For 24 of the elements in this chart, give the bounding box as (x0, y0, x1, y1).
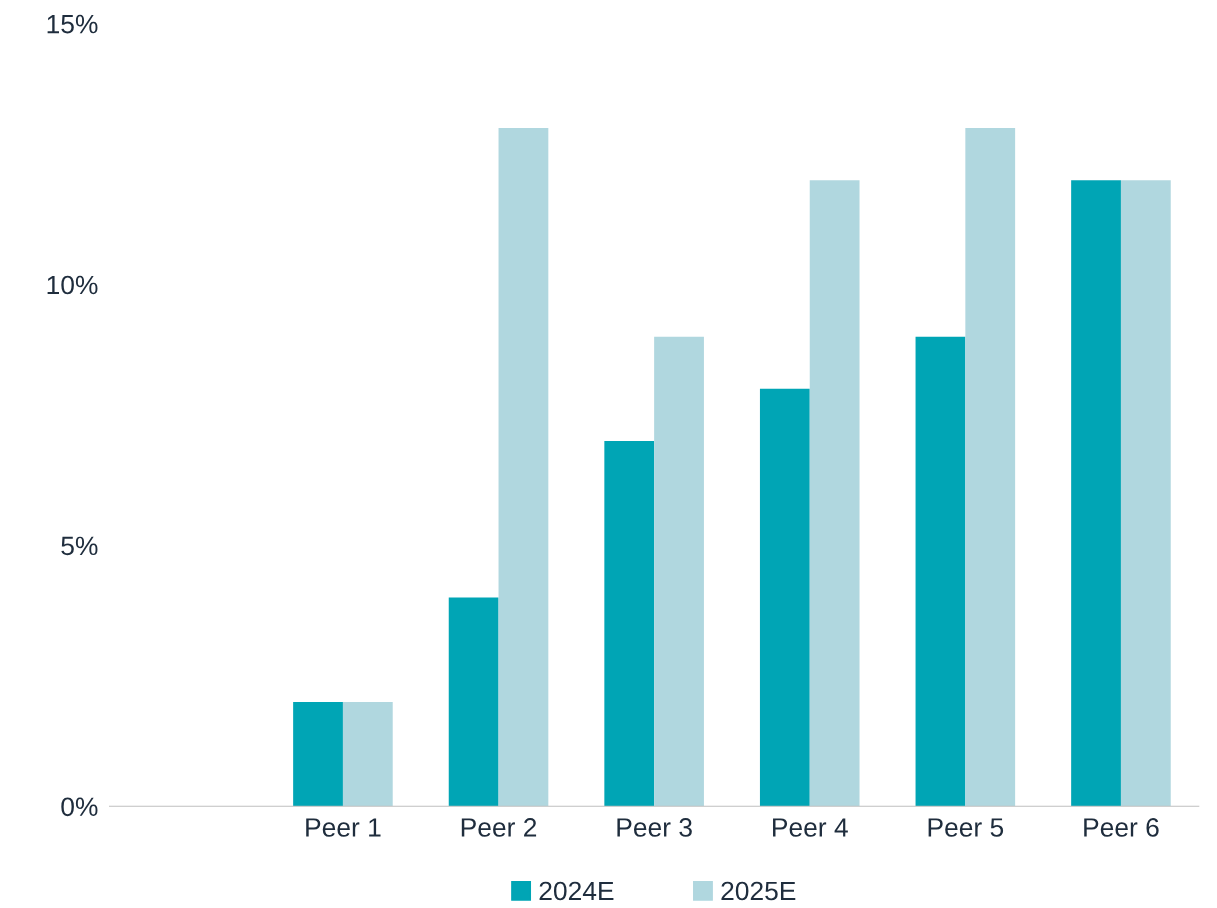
bar (604, 441, 655, 807)
bar (759, 388, 810, 807)
x-tick-label: Peer 5 (928, 818, 1004, 837)
bar (448, 597, 499, 807)
y-tick-label: 5% (61, 536, 98, 556)
bar (342, 701, 393, 807)
bar (293, 701, 343, 807)
bar (654, 336, 704, 807)
x-tick-label: Peer 2 (461, 818, 537, 837)
y-tick-label: 15% (47, 14, 98, 34)
x-tick-label: Peer 1 (306, 818, 381, 837)
legend-label: 2024E (539, 881, 614, 901)
bar (498, 127, 549, 807)
bar (809, 180, 860, 807)
bar (1120, 180, 1171, 807)
bar (965, 127, 1016, 807)
y-tick-label: 0% (61, 797, 98, 817)
y-tick-label: 10% (47, 275, 98, 295)
x-tick-label: Peer 4 (773, 818, 848, 837)
bar (915, 336, 966, 807)
bar (1071, 180, 1121, 807)
legend-label: 2025E (721, 881, 796, 901)
x-tick-label: Peer 3 (617, 818, 692, 837)
x-tick-label: Peer 6 (1084, 818, 1159, 837)
